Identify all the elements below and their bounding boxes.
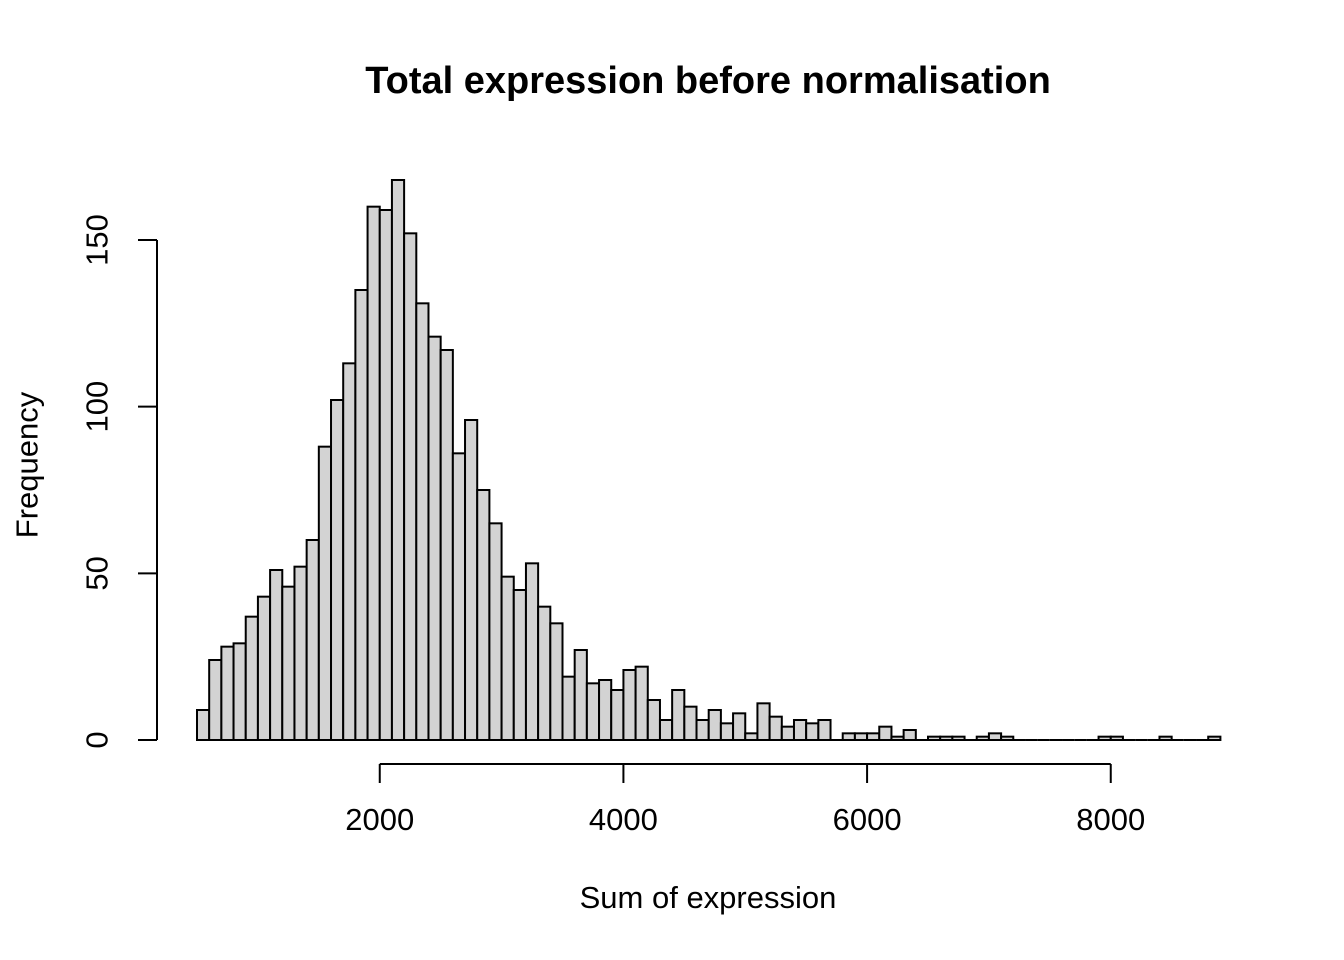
histogram-bar: [415, 302, 430, 741]
histogram-bar: [244, 615, 259, 741]
histogram-bar: [585, 682, 601, 742]
histogram-bar: [866, 732, 881, 742]
histogram-bar: [476, 489, 491, 741]
histogram-bar: [732, 712, 747, 742]
y-tick-label: 100: [80, 381, 115, 433]
histogram-bar: [598, 679, 613, 741]
histogram-bar: [390, 179, 406, 741]
histogram-bar: [342, 362, 357, 741]
histogram-bar: [744, 732, 759, 742]
x-tick-label: 2000: [345, 802, 414, 837]
histogram-bar: [987, 732, 1003, 742]
histogram-bar: [196, 709, 211, 741]
histogram-bar: [1097, 735, 1112, 741]
histogram-bar: [512, 589, 527, 741]
y-tick-label: 150: [80, 214, 115, 266]
histogram-bar: [354, 289, 369, 741]
histogram-bar: [671, 689, 686, 741]
histogram-bar: [305, 539, 320, 741]
histogram-bar: [220, 645, 235, 741]
histogram-bar: [464, 419, 479, 741]
histogram-bar: [853, 732, 869, 742]
histogram-bar: [1109, 735, 1124, 741]
histogram-bar: [573, 649, 588, 741]
histogram-bar: [951, 735, 966, 741]
histogram-bar: [403, 232, 418, 742]
histogram-bar: [695, 719, 710, 741]
axes-group: 0 50 100 150 2000 4000 6000 8000: [80, 214, 1146, 837]
histogram-bar: [707, 709, 722, 741]
histogram-bar: [427, 335, 442, 741]
histogram-bar: [330, 399, 345, 741]
histogram-bar: [561, 675, 576, 741]
histogram-bar: [549, 622, 564, 742]
histogram-bar: [780, 725, 795, 741]
histogram-bar: [975, 735, 990, 741]
histogram-bar: [805, 722, 820, 742]
histogram-bar: [890, 735, 905, 741]
histogram-bar: [646, 699, 661, 741]
histogram-bar: [683, 705, 698, 741]
histogram-bar: [1158, 735, 1173, 741]
histogram-bar: [537, 605, 552, 741]
histogram-bar: [232, 642, 247, 742]
histogram-bar: [208, 659, 223, 741]
histogram-bar: [281, 585, 296, 741]
histogram-bar: [500, 575, 515, 741]
y-tick-label: 50: [80, 556, 115, 590]
histogram-bar: [634, 665, 649, 741]
y-axis-title: Frequency: [10, 391, 45, 538]
histogram-bar: [792, 719, 808, 741]
histogram-bar: [817, 719, 832, 741]
histogram-bar: [622, 669, 637, 741]
histogram-bar: [1000, 735, 1015, 741]
x-tick-label: 8000: [1076, 802, 1145, 837]
bars-group: [196, 179, 1222, 742]
histogram-bar: [439, 349, 454, 741]
histogram-bar: [902, 729, 917, 741]
histogram-bar: [293, 565, 308, 741]
x-tick-label: 6000: [833, 802, 902, 837]
histogram-bar: [269, 569, 284, 741]
x-tick-label: 4000: [589, 802, 658, 837]
histogram-bar: [939, 735, 954, 741]
histogram-bar: [366, 205, 381, 742]
histogram-bar: [378, 209, 393, 741]
histogram-bar: [658, 719, 674, 741]
histogram-bar: [610, 689, 625, 741]
histogram-bar: [256, 595, 272, 741]
chart-title: Total expression before normalisation: [365, 60, 1051, 102]
histogram-bar: [1207, 735, 1222, 741]
histogram-bar: [878, 725, 893, 741]
histogram-bar: [927, 735, 942, 741]
x-axis-title: Sum of expression: [580, 880, 837, 915]
histogram-bar: [451, 452, 467, 741]
histogram-bar: [756, 702, 771, 742]
histogram-bar: [719, 722, 735, 742]
histogram-bar: [768, 715, 783, 741]
histogram-bar: [841, 732, 856, 742]
y-tick-label: 0: [80, 731, 115, 748]
histogram-bar: [317, 445, 333, 741]
histogram-bar: [488, 522, 503, 742]
histogram-bar: [524, 562, 540, 742]
